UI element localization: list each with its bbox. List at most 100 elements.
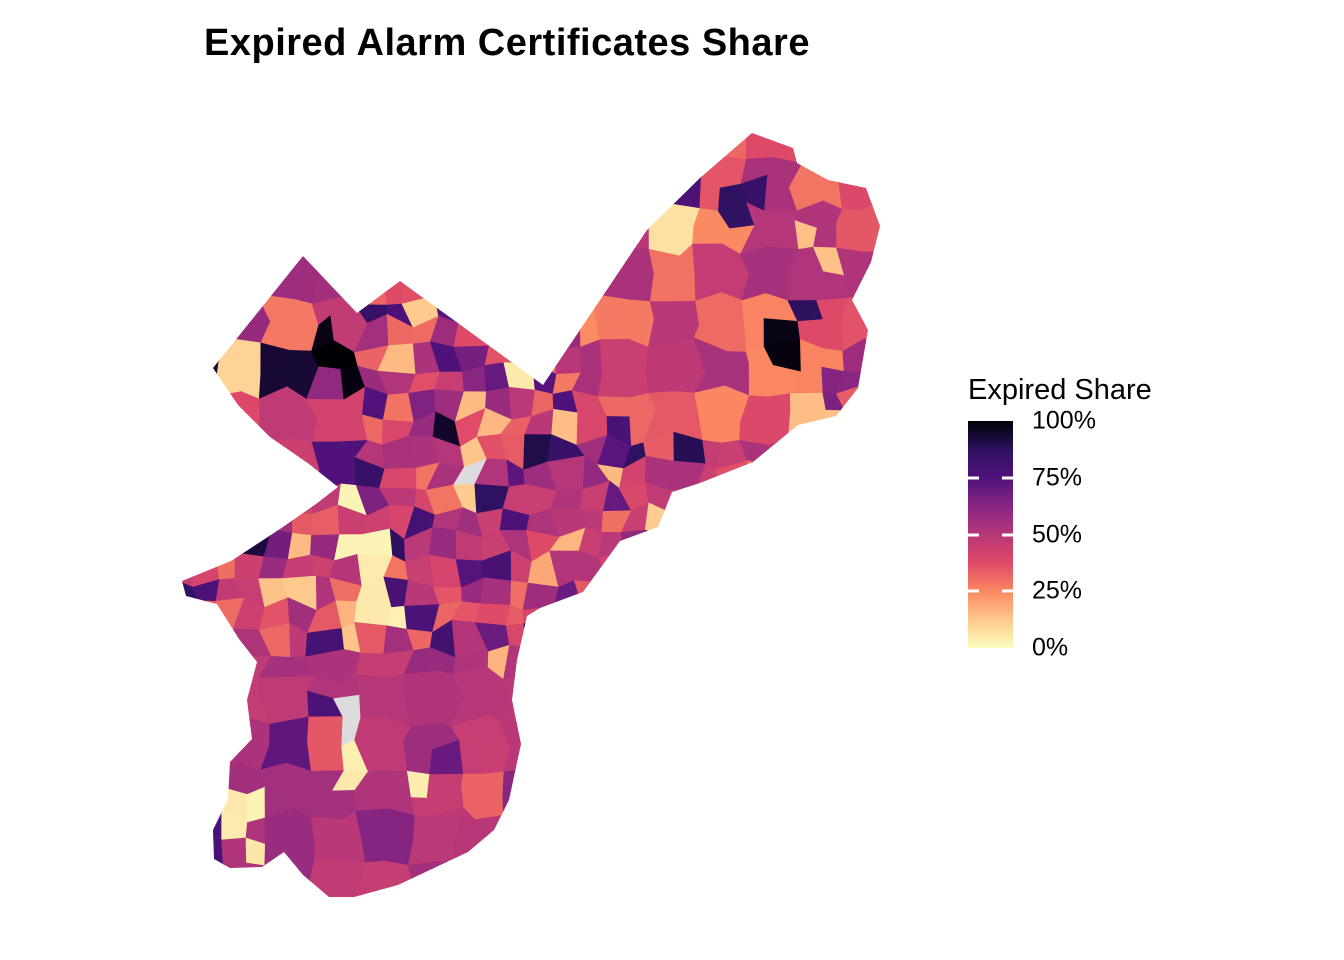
- census-tract: [233, 266, 267, 295]
- census-tract: [598, 745, 625, 774]
- census-tract: [409, 133, 442, 165]
- census-tract: [329, 133, 360, 160]
- census-tract: [182, 274, 192, 303]
- census-tract: [795, 503, 815, 531]
- census-tract: [342, 202, 358, 225]
- census-tract: [186, 622, 224, 650]
- census-tract: [187, 268, 223, 303]
- census-tract: [843, 694, 873, 718]
- census-tract: [670, 513, 703, 541]
- census-tract: [182, 346, 190, 373]
- census-tract: [644, 502, 678, 541]
- census-tract: [236, 461, 267, 495]
- census-tract: [264, 459, 292, 495]
- census-tract: [646, 204, 675, 229]
- census-tract: [570, 785, 607, 816]
- census-tract: [602, 160, 626, 189]
- legend-label-100: 100%: [1032, 406, 1096, 435]
- census-tract: [575, 133, 606, 165]
- census-tract: [213, 671, 248, 703]
- census-tract: [401, 133, 442, 140]
- census-tract: [558, 785, 578, 819]
- census-tract: [413, 885, 441, 897]
- census-tract: [406, 770, 431, 799]
- census-tract: [671, 603, 706, 631]
- census-tract: [693, 888, 724, 897]
- census-tract: [481, 135, 506, 156]
- census-tract: [862, 793, 880, 820]
- census-tract: [208, 714, 241, 743]
- census-tract: [864, 836, 880, 868]
- census-tract: [570, 202, 606, 232]
- census-tract: [860, 537, 880, 564]
- census-tract: [355, 200, 390, 233]
- census-tract: [263, 529, 293, 560]
- chart-title: Expired Alarm Certificates Share: [204, 22, 810, 64]
- census-tract: [385, 222, 412, 254]
- census-tract: [572, 671, 609, 705]
- census-tract: [844, 410, 871, 435]
- census-tract: [863, 419, 880, 448]
- census-tract: [815, 582, 846, 603]
- census-tract: [571, 620, 609, 659]
- census-tract: [745, 133, 775, 160]
- census-tract: [573, 580, 611, 604]
- census-tract: [474, 251, 512, 283]
- census-tract: [187, 133, 221, 164]
- census-tract: [284, 884, 309, 897]
- census-tract: [306, 222, 344, 259]
- census-tract: [575, 133, 606, 135]
- census-tract: [604, 668, 635, 695]
- census-tract: [643, 149, 675, 183]
- census-tract: [554, 668, 583, 705]
- census-tract: [503, 831, 534, 866]
- census-tract: [208, 696, 248, 716]
- census-tract: [216, 887, 246, 897]
- census-tract: [698, 740, 731, 773]
- census-tract: [188, 230, 220, 251]
- census-tract: [739, 763, 775, 795]
- census-tract: [767, 410, 792, 446]
- census-tract: [767, 606, 803, 624]
- census-tract: [428, 527, 457, 561]
- census-tract: [358, 133, 392, 155]
- census-tract: [812, 507, 849, 534]
- census-tract: [450, 154, 485, 189]
- census-tract: [726, 835, 754, 871]
- census-tract: [217, 133, 244, 164]
- census-tract: [244, 862, 266, 889]
- census-tract: [208, 648, 240, 682]
- census-tract: [836, 737, 866, 774]
- census-tract: [867, 268, 880, 307]
- census-tract: [213, 204, 240, 235]
- census-tract: [193, 740, 214, 777]
- census-tract: [673, 176, 702, 210]
- census-tract: [788, 786, 819, 821]
- census-tract: [182, 600, 199, 634]
- census-tract: [818, 744, 843, 774]
- census-tract: [334, 222, 369, 259]
- census-tract: [576, 832, 607, 870]
- census-tract: [743, 721, 780, 753]
- census-tract: [676, 644, 699, 678]
- census-tract: [840, 133, 866, 164]
- census-tract: [234, 199, 268, 235]
- census-tract: [453, 837, 486, 871]
- census-tract: [860, 385, 880, 422]
- census-tract: [860, 550, 880, 586]
- census-tract: [697, 552, 723, 588]
- census-tract: [257, 133, 297, 162]
- census-tract: [182, 369, 195, 398]
- census-tract: [621, 745, 657, 777]
- census-tract: [266, 225, 286, 258]
- legend-label-50: 50%: [1032, 520, 1083, 549]
- census-tract: [692, 674, 730, 705]
- census-tract: [865, 457, 880, 489]
- census-tract: [356, 178, 391, 205]
- census-tract: [474, 276, 512, 299]
- census-tract: [315, 176, 345, 205]
- census-tract: [182, 483, 200, 512]
- census-tract: [620, 160, 645, 189]
- census-tract: [698, 413, 722, 444]
- census-tract: [789, 392, 827, 412]
